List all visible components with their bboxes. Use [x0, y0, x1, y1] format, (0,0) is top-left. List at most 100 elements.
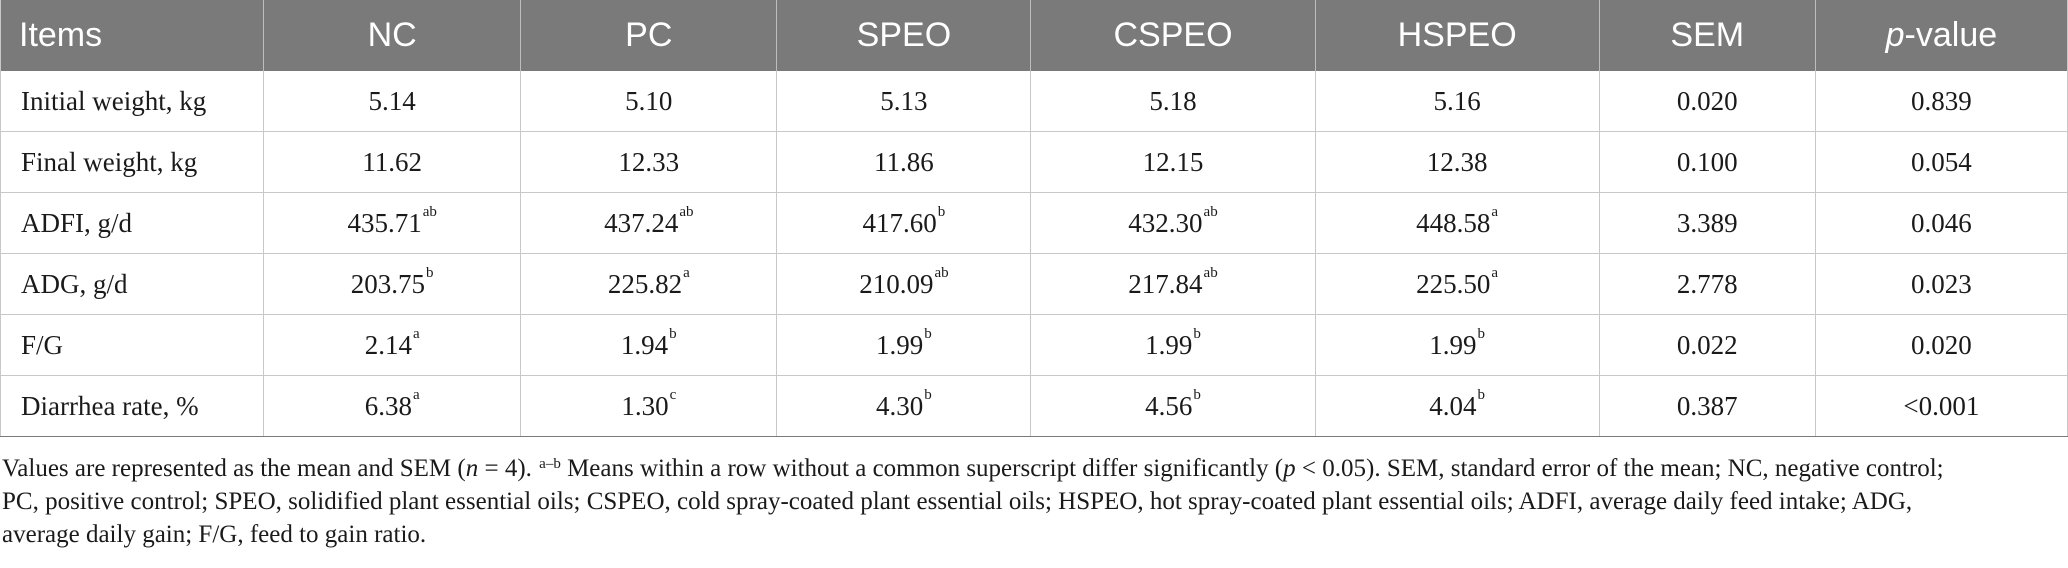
cell-value: 5.14 — [368, 85, 416, 116]
footnote-superscript: a–b — [539, 456, 561, 472]
cell-speo: 4.30b — [776, 375, 1032, 437]
header-pc: PC — [520, 0, 778, 71]
cell-value: 210.09 — [859, 268, 934, 299]
cell-hspeo: 1.99b — [1315, 314, 1600, 376]
footnote-text: = 4). — [478, 455, 539, 482]
cell-nc: 203.75b — [263, 253, 522, 315]
table-row: Final weight, kg 11.62 12.33 11.86 12.15 12.3… — [0, 131, 2068, 193]
cell-nc: 6.38a — [263, 375, 522, 437]
header-items: Items — [0, 0, 265, 71]
cell-value: 1.99 — [1429, 329, 1477, 360]
significance-superscript: ab — [934, 264, 949, 281]
table-header: Items NC PC SPEO CSPEO HSPEO SEM p-value — [0, 0, 2068, 71]
significance-superscript: b — [924, 325, 932, 342]
cell-value: 225.82 — [607, 268, 683, 299]
footnote-line-3: average daily gain; F/G, feed to gain ra… — [2, 521, 427, 548]
significance-superscript: b — [669, 325, 677, 342]
cell-hspeo: 12.38 — [1315, 131, 1600, 193]
cell-value: 203.75 — [350, 268, 426, 299]
cell-speo: 210.09ab — [776, 253, 1032, 315]
cell-speo: 5.13 — [776, 71, 1032, 132]
cell-hspeo: 448.58a — [1315, 192, 1600, 254]
significance-superscript: b — [1193, 325, 1201, 342]
cell-cspeo: 12.15 — [1030, 131, 1316, 193]
significance-superscript: ab — [1203, 203, 1218, 220]
footnote-text: Values are represented as the mean and S… — [2, 455, 466, 482]
cell-cspeo: 432.30ab — [1030, 192, 1316, 254]
cell-sem: 0.100 — [1599, 131, 1816, 193]
cell-value: 6.38 — [364, 390, 412, 421]
cell-value: 217.84 — [1128, 268, 1203, 299]
footnote-text: Means within a row without a common supe… — [560, 455, 1284, 482]
results-table: Items NC PC SPEO CSPEO HSPEO SEM p-value… — [0, 0, 2068, 437]
cell-hspeo: 5.16 — [1315, 71, 1600, 132]
cell-hspeo: 225.50a — [1315, 253, 1600, 315]
cell-value: 5.16 — [1433, 85, 1481, 116]
cell-p-value: 0.023 — [1815, 253, 2068, 315]
cell-sem: 3.389 — [1599, 192, 1816, 254]
cell-value: 432.30 — [1128, 207, 1203, 238]
cell-value: 12.33 — [618, 146, 680, 177]
cell-speo: 11.86 — [776, 131, 1032, 193]
cell-cspeo: 1.99b — [1030, 314, 1316, 376]
cell-p-value: 0.046 — [1815, 192, 2068, 254]
significance-superscript: b — [937, 203, 946, 220]
significance-superscript: b — [1193, 386, 1201, 403]
cell-pc: 5.10 — [520, 71, 778, 132]
significance-superscript: b — [924, 386, 932, 403]
cell-value: 448.58 — [1416, 207, 1491, 238]
significance-superscript: a — [1491, 203, 1499, 220]
results-table-container: Items NC PC SPEO CSPEO HSPEO SEM p-value… — [0, 0, 2068, 437]
cell-p-value: 0.839 — [1815, 71, 2068, 132]
significance-superscript: b — [1477, 325, 1486, 342]
header-p-italic: p — [1885, 16, 1905, 54]
significance-superscript: ab — [679, 203, 694, 220]
cell-value: 4.30 — [876, 390, 924, 421]
cell-value: 1.30 — [621, 390, 669, 421]
cell-nc: 2.14a — [263, 314, 522, 376]
cell-value: 4.56 — [1145, 390, 1193, 421]
cell-value: 11.62 — [362, 146, 423, 177]
cell-value: 435.71 — [347, 207, 422, 238]
cell-pc: 225.82a — [520, 253, 778, 315]
header-sem: SEM — [1599, 0, 1816, 71]
cell-sem: 2.778 — [1599, 253, 1816, 315]
cell-sem: 0.387 — [1599, 375, 1816, 437]
cell-value: 12.38 — [1426, 146, 1488, 177]
cell-pc: 12.33 — [520, 131, 778, 193]
significance-superscript: b — [426, 264, 434, 281]
cell-value: 5.13 — [880, 85, 928, 116]
table-row: Initial weight, kg 5.14 5.10 5.13 5.18 5.16 0.… — [0, 71, 2068, 132]
cell-cspeo: 5.18 — [1030, 71, 1316, 132]
header-cspeo: CSPEO — [1030, 0, 1316, 71]
cell-sem: 0.022 — [1599, 314, 1816, 376]
cell-value: 437.24 — [604, 207, 679, 238]
footnote-text: < 0.05). SEM, standard error of the mean… — [1295, 455, 1944, 482]
row-label: Initial weight, kg — [0, 71, 265, 132]
header-p-rest: -value — [1904, 16, 1998, 54]
significance-superscript: ab — [422, 203, 437, 220]
table-row: Diarrhea rate, % 6.38a 1.30c 4.30b 4.56b 4.04… — [0, 375, 2068, 437]
table-row: ADFI, g/d 435.71ab 437.24ab 417.60b 432.30ab… — [0, 192, 2068, 254]
cell-value: 1.94 — [620, 329, 669, 360]
cell-hspeo: 4.04b — [1315, 375, 1600, 437]
row-label: Final weight, kg — [0, 131, 265, 193]
cell-speo: 417.60b — [776, 192, 1032, 254]
cell-sem: 0.020 — [1599, 71, 1816, 132]
cell-speo: 1.99b — [776, 314, 1032, 376]
cell-value: 1.99 — [1145, 329, 1193, 360]
cell-nc: 435.71ab — [263, 192, 522, 254]
row-label: F/G — [0, 314, 265, 376]
significance-superscript: b — [1477, 386, 1486, 403]
cell-p-value: 0.020 — [1815, 314, 2068, 376]
cell-value: 4.04 — [1429, 390, 1477, 421]
header-nc: NC — [263, 0, 522, 71]
significance-superscript: a — [412, 386, 420, 403]
row-label: ADFI, g/d — [0, 192, 265, 254]
significance-superscript: a — [1491, 264, 1499, 281]
cell-value: 1.99 — [876, 329, 924, 360]
row-label: Diarrhea rate, % — [0, 375, 265, 437]
cell-value: 5.18 — [1149, 85, 1197, 116]
row-label: ADG, g/d — [0, 253, 265, 315]
footnote-p: p — [1283, 455, 1296, 482]
